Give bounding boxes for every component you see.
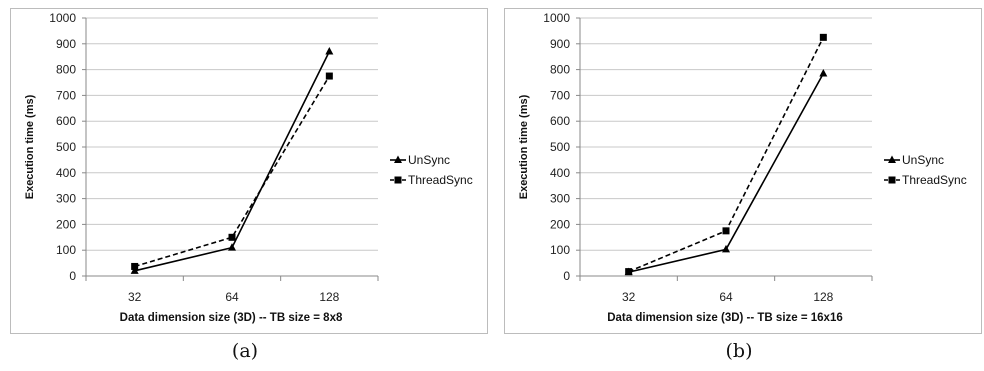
- x-tick-label: 64: [719, 290, 733, 304]
- legend-marker-unsync: [394, 155, 402, 163]
- caption-a: (a): [231, 340, 259, 362]
- x-axis-label: Data dimension size (3D) -- TB size = 16…: [607, 312, 843, 324]
- point-unsync: [722, 244, 730, 253]
- y-tick-label: 700: [56, 88, 76, 102]
- legend-marker-threadsync: [394, 176, 402, 184]
- y-tick-label: 400: [56, 166, 76, 180]
- chart-panel-b: 0 100 200 300 400 500 600 700 800 900 1000 32 64 128 D…: [494, 0, 984, 371]
- y-tick-label: 600: [550, 114, 570, 128]
- x-axis-label: Data dimension size (3D) -- TB size = 8x…: [120, 312, 343, 324]
- series-line-threadsync: [134, 75, 331, 268]
- x-tick-label: 32: [622, 290, 636, 304]
- point-threadsync: [131, 262, 139, 270]
- point-unsync: [325, 47, 334, 55]
- y-tick-label: 400: [550, 166, 570, 180]
- y-tick-label: 100: [550, 243, 570, 257]
- legend-label-unsync: UnSync: [902, 153, 944, 167]
- y-tick-label: 0: [563, 269, 570, 283]
- chart-border: [10, 8, 488, 334]
- point-unsync: [819, 68, 828, 77]
- chart-b: 0 100 200 300 400 500 600 700 800 900 1000 32 64 128 D…: [504, 8, 982, 334]
- x-tick-label: 128: [319, 290, 339, 304]
- x-tick-label: 32: [128, 290, 142, 304]
- y-tick-label: 200: [550, 217, 570, 231]
- point-threadsync: [228, 233, 236, 241]
- chart-a: 0 100 200 300 400 500 600 700 800 900 1000 32 64 128 D…: [10, 8, 488, 334]
- y-tick-label: 200: [56, 217, 76, 231]
- y-tick-label: 900: [56, 37, 76, 51]
- legend-label-threadsync: ThreadSync: [408, 173, 473, 187]
- y-axis-label: Execution time (ms): [24, 94, 36, 199]
- x-tick-label: 128: [813, 290, 833, 304]
- caption-b: (b): [725, 340, 753, 362]
- chart-panel-a: 0 100 200 300 400 500 600 700 800 900 1000 32 64 128 D…: [0, 0, 490, 371]
- point-unsync: [228, 243, 236, 251]
- y-tick-label: 800: [550, 63, 570, 77]
- y-tick-label: 500: [56, 140, 76, 154]
- legend-label-threadsync: ThreadSync: [902, 173, 967, 187]
- y-tick-label: 100: [56, 243, 76, 257]
- point-threadsync: [819, 33, 827, 41]
- legend-label-unsync: UnSync: [408, 153, 450, 167]
- y-tick-label: 500: [550, 140, 570, 154]
- y-tick-label: 700: [550, 88, 570, 102]
- point-threadsync: [722, 227, 730, 235]
- y-tick-label: 300: [56, 192, 76, 206]
- point-threadsync: [625, 268, 633, 276]
- chart-border: [504, 8, 982, 334]
- y-tick-label: 0: [69, 269, 76, 283]
- y-tick-label: 1000: [543, 11, 570, 25]
- legend-marker-unsync: [888, 155, 896, 163]
- point-unsync: [130, 266, 139, 274]
- y-tick-label: 800: [56, 63, 76, 77]
- y-tick-label: 1000: [49, 11, 76, 25]
- y-axis-label: Execution time (ms): [518, 94, 530, 199]
- legend-marker-threadsync: [888, 176, 896, 184]
- x-tick-label: 64: [225, 290, 239, 304]
- point-threadsync: [325, 72, 333, 80]
- y-tick-label: 300: [550, 192, 570, 206]
- y-tick-label: 600: [56, 114, 76, 128]
- y-tick-label: 900: [550, 37, 570, 51]
